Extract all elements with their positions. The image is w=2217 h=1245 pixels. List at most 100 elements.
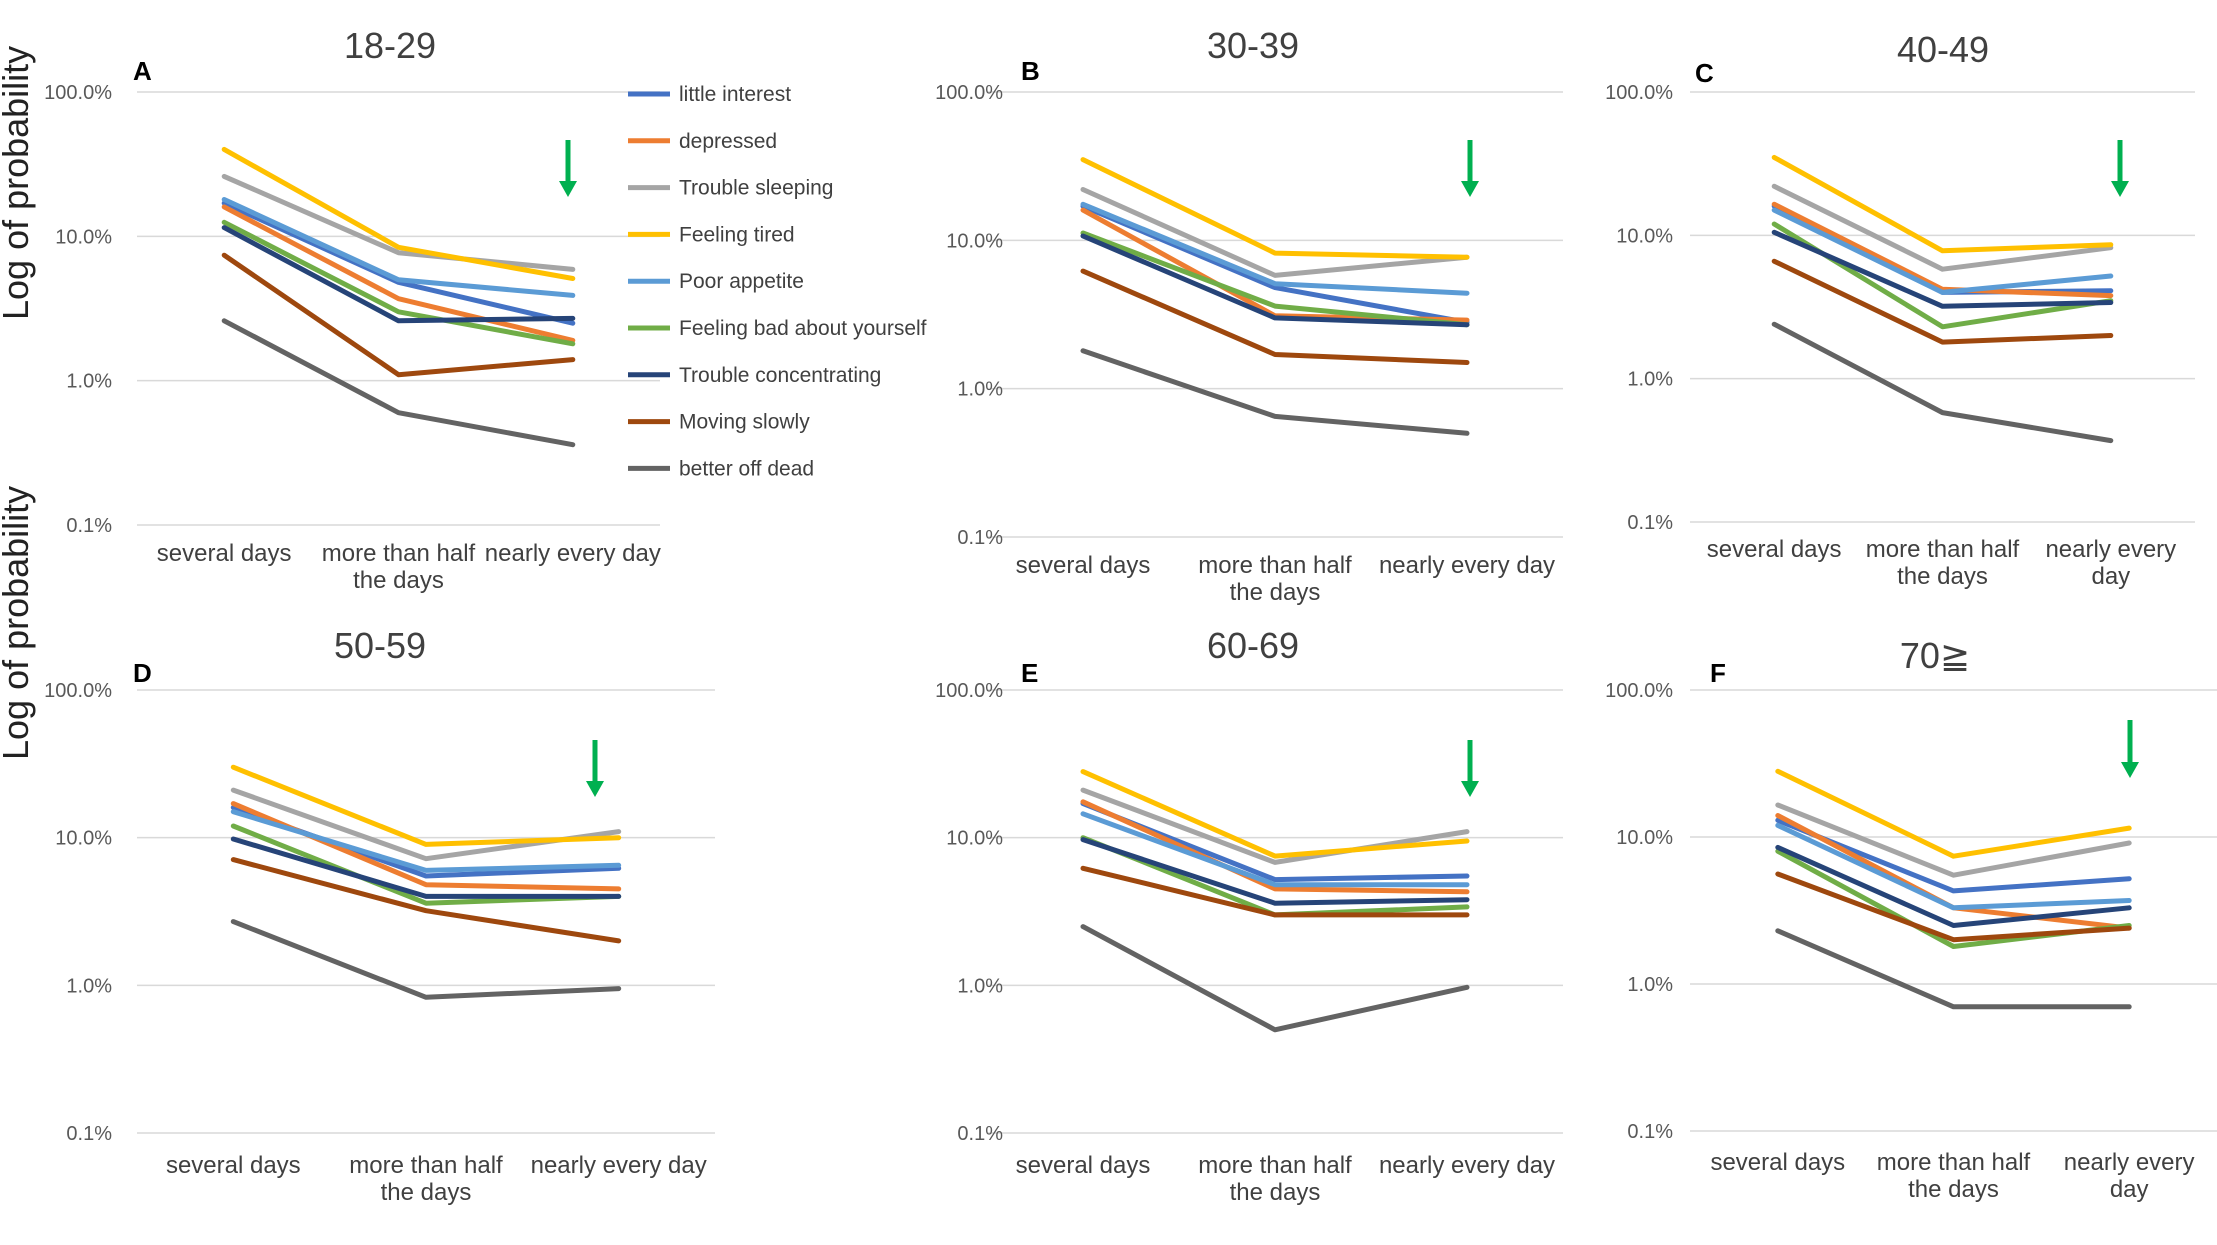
series-line-moving-slowly [1775,871,2132,943]
panel-letter: C [1695,58,1714,88]
y-axis-label-bottom: Log of probability [0,486,36,760]
series-line-depressed [221,204,576,343]
x-tick-label: more than half the days [322,540,476,594]
series-line-better-off-dead [1771,321,2114,444]
panel-C: 100.0% 10.0% 1.0% 0.1% several days more than… [1605,29,2195,590]
series-line-trouble-sleeping [1080,787,1470,865]
y-tick-label: 0.1% [66,1123,112,1145]
x-tick-label: nearly every day [485,540,661,567]
series-line-depressed [1080,799,1470,895]
panel-title: 60-69 [1207,625,1299,666]
x-tick-label: nearly every day [1379,552,1555,579]
series-line-feeling-tired [221,146,576,281]
y-tick-label: 100.0% [935,82,1003,104]
y-tick-label: 100.0% [1605,82,1673,104]
series-line-poor-appetite [221,197,576,298]
x-tick-label: more than half the days [1866,536,2020,590]
series-line-trouble-concentrating [1775,844,2132,928]
series-line-trouble-sleeping [1080,187,1470,278]
x-tick-label: nearly every day [531,1152,707,1179]
series-line-feeling-tired [1080,157,1470,260]
series-line-trouble-sleeping [1771,183,2114,272]
series-line-feeling-tired [1775,768,2132,859]
series-line-better-off-dead [221,318,576,448]
x-tick-label: several days [166,1152,301,1179]
y-tick-label: 10.0% [946,230,1003,252]
panel-E: 100.0% 10.0% 1.0% 0.1% several days more than… [935,625,1563,1206]
panel-title: 50-59 [334,625,426,666]
y-tick-label: 10.0% [946,828,1003,850]
down-arrow-head-icon [1461,181,1479,197]
legend-label: Feeling bad about yourself [679,317,927,340]
y-tick-label: 1.0% [1627,974,1673,996]
panel-letter: F [1710,658,1726,688]
series-line-feeling-bad-about-yourself [221,219,576,347]
x-tick-label: more than half the days [1877,1149,2031,1203]
series-line-trouble-concentrating [1771,229,2114,309]
y-tick-label: 10.0% [55,226,112,248]
down-arrow-head-icon [586,781,604,797]
y-tick-label: 10.0% [1616,827,1673,849]
panel-title: 70≧ [1900,635,1970,676]
panel-letter: B [1021,56,1040,86]
series-line-moving-slowly [230,857,622,944]
panel-letter: E [1021,658,1038,688]
series-line-feeling-bad-about-yourself [1771,221,2114,330]
series-line-poor-appetite [1775,822,2132,911]
legend-label: depressed [679,130,777,153]
down-arrow-head-icon [2111,181,2129,197]
y-tick-label: 100.0% [44,82,112,104]
series-line-trouble-concentrating [1080,837,1470,906]
series-line-poor-appetite [1080,811,1470,888]
series-line-feeling-bad-about-yourself [1080,230,1470,328]
x-tick-label: nearly every day [2064,1149,2195,1203]
panels: 100.0% 10.0% 1.0% 0.1% several days more than… [44,25,2217,1206]
y-tick-label: 0.1% [1627,512,1673,534]
series-line-trouble-concentrating [221,225,576,324]
y-tick-label: 0.1% [957,527,1003,549]
series-line-poor-appetite [1080,201,1470,296]
x-tick-label: more than half the days [1198,552,1352,606]
series-line-trouble-concentrating [230,836,622,899]
series-line-moving-slowly [221,252,576,378]
series-line-better-off-dead [1775,928,2132,1010]
x-tick-label: more than half the days [1198,1152,1352,1206]
x-tick-label: several days [157,540,292,567]
series-line-better-off-dead [1080,924,1470,1033]
y-tick-label: 0.1% [1627,1121,1673,1143]
down-arrow-head-icon [2121,762,2139,778]
series-line-depressed [1771,201,2114,299]
series-line-trouble-sleeping [1775,802,2132,878]
down-arrow-head-icon [559,181,577,197]
x-tick-label: several days [1016,1152,1151,1179]
panel-D: 100.0% 10.0% 1.0% 0.1% several days more than… [44,625,715,1206]
y-tick-label: 0.1% [66,515,112,537]
panel-title: 30-39 [1207,25,1299,66]
series-line-moving-slowly [1080,865,1470,918]
legend-label: Trouble concentrating [679,364,881,387]
legend-label: Trouble sleeping [679,177,834,200]
legend-label: better off dead [679,457,814,480]
series-line-better-off-dead [230,919,622,1000]
series-line-trouble-concentrating [1080,233,1470,328]
legend-label: Feeling tired [679,223,795,246]
panel-B: 100.0% 10.0% 1.0% 0.1% several days more than… [935,25,1563,606]
y-tick-label: 100.0% [44,680,112,702]
panel-title: 18-29 [344,25,436,66]
panel-A: 100.0% 10.0% 1.0% 0.1% several days more than… [44,25,661,594]
panel-title: 40-49 [1897,29,1989,70]
y-tick-label: 1.0% [66,371,112,393]
x-tick-label: several days [1707,536,1842,563]
x-tick-label: nearly every day [1379,1152,1555,1179]
series-line-poor-appetite [1771,207,2114,295]
y-tick-label: 10.0% [1616,225,1673,247]
series-line-feeling-tired [1771,154,2114,254]
series-line-moving-slowly [1080,268,1470,365]
panel-letter: A [133,56,152,86]
x-tick-label: nearly every day [2045,536,2176,590]
y-tick-label: 100.0% [1605,680,1673,702]
legend-label: little interest [679,83,791,106]
y-tick-label: 1.0% [957,379,1003,401]
y-tick-label: 10.0% [55,828,112,850]
